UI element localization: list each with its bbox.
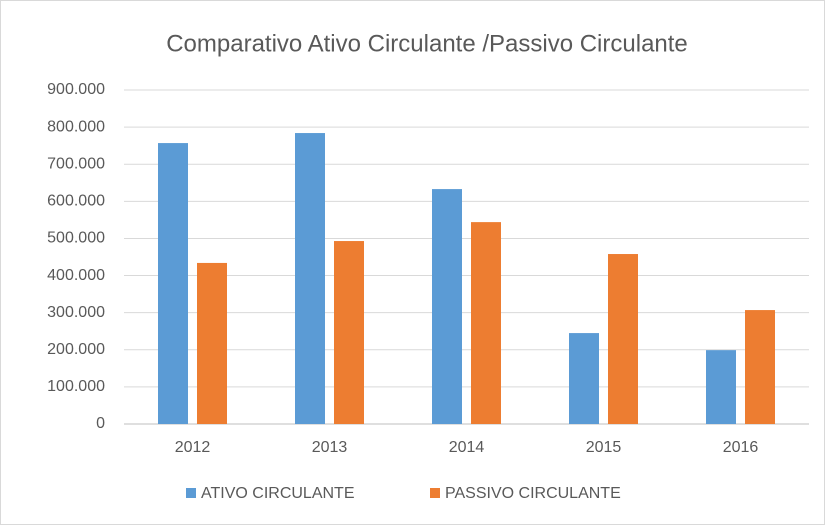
y-tick-label: 300.000 [47,304,105,321]
x-tick-label: 2015 [586,439,622,456]
y-tick-label: 700.000 [47,155,105,172]
x-tick-label: 2016 [723,439,759,456]
chart-title: Comparativo Ativo Circulante /Passivo Ci… [166,30,688,57]
bar [334,241,364,424]
y-tick-label: 0 [96,415,105,432]
bar [197,262,227,424]
bar [745,310,775,424]
y-tick-label: 500.000 [47,230,105,247]
x-tick-label: 2012 [175,439,211,456]
x-tick-label: 2014 [449,439,485,456]
bar [706,350,736,424]
legend-label: ATIVO CIRCULANTE [201,485,355,502]
x-tick-label: 2013 [312,439,348,456]
bar [432,189,462,424]
legend-swatch [186,488,196,498]
y-tick-label: 400.000 [47,267,105,284]
bar [471,222,501,424]
bar [608,254,638,424]
y-tick-label: 600.000 [47,193,105,210]
bar [295,133,325,424]
bar [158,143,188,424]
y-tick-label: 100.000 [47,378,105,395]
bar [569,333,599,424]
legend-label: PASSIVO CIRCULANTE [445,485,621,502]
y-tick-label: 900.000 [47,81,105,98]
legend-swatch [430,488,440,498]
y-tick-label: 800.000 [47,118,105,135]
y-tick-label: 200.000 [47,341,105,358]
